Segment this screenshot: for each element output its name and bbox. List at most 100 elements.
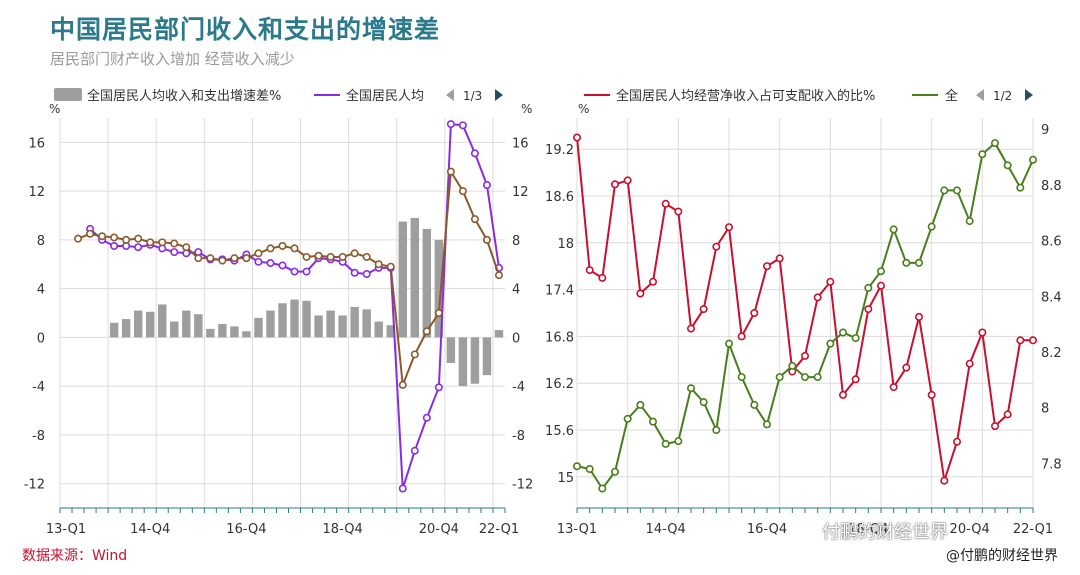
red-point [598,273,607,282]
y-tick-label: 15.6 [545,424,574,439]
purple-point [290,267,299,276]
brown-point [422,327,431,336]
brown-point [290,244,299,253]
diff-bar [145,311,155,338]
green-point [737,373,746,382]
red-point [661,199,670,208]
diff-bar [470,337,480,384]
brown-point [158,238,167,247]
red-point [952,437,961,446]
diff-bar [422,228,432,338]
diff-bar [350,306,359,338]
green-point [838,328,847,337]
y2-tick-label: 8 [1041,402,1049,417]
red-point [636,289,645,298]
right-legend-page: 1/2 [993,89,1012,103]
red-point [813,293,822,302]
red-point [800,351,809,360]
red-point [851,375,860,384]
brown-point [110,233,119,242]
green-point [1016,183,1025,192]
brown-point [170,239,179,248]
green-point [851,334,860,343]
green-point [686,384,695,393]
y2-tick-label: 8.4 [1041,290,1062,305]
diff-bar [278,303,287,338]
purple-point [446,120,455,129]
y2-tick-label: 8.8 [1041,179,1062,194]
red-point [623,176,632,185]
brown-point [374,260,383,269]
purple-point [266,259,275,268]
red-point [978,328,987,337]
diff-bar [194,314,203,338]
credit-text: @付鹏的财经世界 [946,548,1058,564]
green-point [978,150,987,159]
diff-bar [170,321,179,338]
left-legend: 全国居民人均收入和支出增速差% 全国居民人均 1/3 [54,88,503,104]
diff-bar [338,315,347,338]
red-point [762,262,771,271]
x-tick-label: 18-Q4 [323,522,363,537]
legend-prev-arrow-icon[interactable] [976,89,984,101]
y2-tick-label: -12 [512,478,533,493]
legend-prev-arrow-icon[interactable] [446,89,454,101]
diff-bar [302,300,311,338]
purple-point [434,383,443,392]
green-point [800,373,809,382]
green-point [914,258,923,267]
green-point [1003,161,1012,170]
right-y-unit: % [578,102,589,116]
y2-tick-label: 8.6 [1041,235,1062,250]
green-point [813,373,822,382]
red-point [712,242,721,251]
brown-point [410,350,419,359]
y-tick-label: 16 [28,136,45,151]
brown-point [278,241,287,250]
diff-bar [158,304,167,338]
red-point [864,305,873,314]
purple-point [302,267,311,276]
diff-bar [434,239,444,338]
page-title: 中国居民部门收入和支出的增速差 [50,15,441,44]
green-point [876,267,885,276]
red-point [889,383,898,392]
y2-tick-label: 12 [512,185,529,200]
legend-next-arrow-icon[interactable] [1025,89,1033,101]
green-point [623,414,632,423]
green-point [990,139,999,148]
red-point [876,281,885,290]
y2-tick-label: -8 [512,429,525,444]
y-tick-label: 8 [37,234,45,249]
purple-point [110,241,119,250]
legend-bar-swatch [54,88,82,101]
y-tick-label: 12 [28,185,45,200]
green-point [1029,155,1038,164]
left-y-unit: % [49,102,60,116]
right-legend: 全国居民人均经营净收入占可支配收入的比% 全 1/2 [584,88,1033,104]
green-point [775,373,784,382]
green-point [952,186,961,195]
brown-point [386,262,395,271]
green-point [788,361,797,370]
brown-point [314,251,323,260]
left-legend-page: 1/3 [463,89,482,103]
brown-point [122,235,131,244]
red-point [674,207,683,216]
brown-point [350,249,359,258]
red-point [750,308,759,317]
data-source: 数据来源：Wind [22,548,128,564]
y-tick-label: -8 [32,429,45,444]
red-point [1016,336,1025,345]
green-point [610,467,619,476]
y-tick-label: 18 [557,237,574,252]
x-tick-label: 16-Q4 [747,522,787,537]
purple-point [254,257,263,266]
diff-bar [398,221,407,338]
diff-bar [446,337,456,363]
brown-point [182,243,191,252]
y2-tick-label: 9 [1041,123,1049,138]
legend-next-arrow-icon[interactable] [495,89,503,101]
brown-point [470,215,479,224]
brown-point [302,252,311,261]
